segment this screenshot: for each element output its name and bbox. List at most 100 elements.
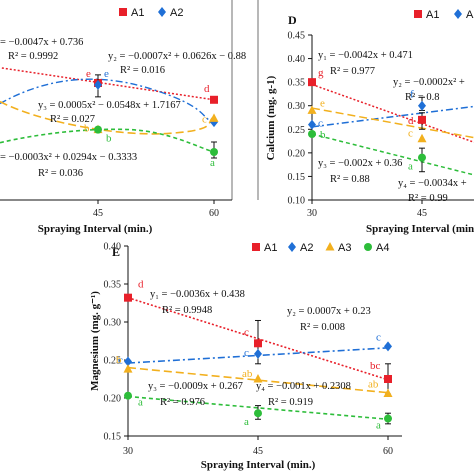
point-A4 <box>254 409 262 418</box>
y-tick-label: 0.10 <box>288 196 306 207</box>
significance-letter: bc <box>370 360 381 372</box>
significance-letter: d <box>408 115 414 127</box>
significance-letter: b <box>116 354 122 366</box>
significance-letter: a <box>408 161 413 173</box>
trend-line-A4 <box>0 128 215 153</box>
point-A1 <box>384 375 392 383</box>
legend-label-A2: A2 <box>300 242 313 254</box>
point-A1 <box>418 115 426 124</box>
point-A2 <box>308 119 316 130</box>
point-A2 <box>454 9 462 19</box>
x-tick-label: 30 <box>307 208 317 219</box>
y-tick-label: 0.15 <box>104 432 122 443</box>
x-tick-label: 30 <box>123 446 133 457</box>
trend-line-A3 <box>311 107 474 139</box>
significance-letter: b <box>320 129 326 141</box>
y-axis-label: Magnesium (mg. g⁻¹) <box>89 291 101 391</box>
significance-letter: f <box>410 89 414 101</box>
trend-line-A3 <box>127 366 389 394</box>
r2-A4: R² = 0.919 <box>268 397 313 408</box>
legend-label-A2: A2 <box>170 7 183 19</box>
y-tick-label: 0.35 <box>288 78 306 89</box>
x-axis-label: Spraying Interval (min. <box>366 223 474 235</box>
point-A1 <box>124 293 132 302</box>
equation-A2: y₂ = −0.0002x² + <box>393 77 465 88</box>
significance-letter: b <box>84 123 90 135</box>
equation-A1: y₁ = −0.0036x + 0.438 <box>150 289 245 300</box>
panel-letter: D <box>288 13 297 27</box>
y-tick-label: 0.20 <box>104 394 122 405</box>
point-A2 <box>254 348 262 359</box>
r2-A3: R² = 0.027 <box>50 114 95 125</box>
panel-magnesium: 0.15 0.20 0.25 0.30 0.35 0.40 30 45 60 Spraying I… <box>89 242 402 471</box>
significance-letter: e <box>320 97 325 109</box>
y-tick-label: 0.25 <box>104 356 122 367</box>
point-A3 <box>325 242 335 251</box>
point-A2 <box>384 341 392 352</box>
significance-letter: e <box>104 68 109 80</box>
legend-label-A2: A2 <box>466 9 474 21</box>
x-axis-label: Spraying Interval (min.) <box>201 459 316 471</box>
trend-line-A2 <box>311 105 474 128</box>
point-A2 <box>418 100 426 111</box>
trend-line-A1 <box>311 83 474 144</box>
legend-label-A1: A1 <box>426 9 439 21</box>
r2-A2: R² = 0.008 <box>300 322 345 333</box>
point-A3 <box>209 113 219 122</box>
point-A2 <box>124 356 132 367</box>
y-tick-label: 0.20 <box>288 148 306 159</box>
equation-A3: y₃ = −0.0009x + 0.267 <box>148 381 243 392</box>
legend-label-A1: A1 <box>131 7 144 19</box>
significance-letter: c <box>408 128 413 140</box>
significance-letter: c <box>118 355 123 367</box>
r2-A4: R² = 0.99 <box>408 193 448 204</box>
significance-letter: ab <box>368 378 379 390</box>
significance-letter: ab <box>242 368 253 380</box>
point-A1 <box>254 339 262 348</box>
y-tick-label: 0.40 <box>104 242 122 253</box>
equation-A1: = −0.0047x + 0.736 <box>0 37 83 48</box>
point-A3 <box>123 364 133 373</box>
significance-letter: e <box>86 68 91 80</box>
point-A1 <box>119 8 127 16</box>
y-tick-label: 0.25 <box>288 125 306 136</box>
r2-A2: R² = 0.8 <box>405 92 439 103</box>
y-tick-label: 0.15 <box>288 172 306 183</box>
point-A4 <box>384 414 392 423</box>
point-A1 <box>210 95 218 104</box>
y-tick-label: 0.40 <box>288 54 306 65</box>
equation-A3: y₃ = 0.0005x² − 0.0548x + 1.7167 <box>38 100 181 111</box>
significance-letter: b <box>106 133 112 145</box>
panel-top-left: 45 60 Spraying Interval (min.) A1 A2 e d e b c b a =… <box>0 0 246 235</box>
point-A4 <box>308 130 316 138</box>
equation-A2: y₂ = −0.0007x² + 0.0626x − 0.88 <box>108 51 246 62</box>
equation-A1: y₁ = −0.0042x + 0.471 <box>318 50 413 61</box>
legend-label-A1: A1 <box>264 242 277 254</box>
legend-label-A3: A3 <box>338 242 351 254</box>
r2-A1: R² = 0.977 <box>330 66 375 77</box>
trend-line-A4 <box>311 133 474 176</box>
x-tick-label: 45 <box>253 446 263 457</box>
point-A2 <box>288 242 296 252</box>
equation-A4: = −0.0003x² + 0.0294x − 0.3333 <box>0 152 137 163</box>
significance-letter: c <box>244 347 249 359</box>
y-axis-label: Calcium (mg. g-1) <box>265 75 277 160</box>
r2-A1: R² = 0.9992 <box>8 51 58 62</box>
point-A4 <box>210 148 218 156</box>
r2-A3: R² = 0.88 <box>330 174 370 185</box>
panel-letter: E <box>112 245 120 259</box>
panel-calcium: 0.10 0.15 0.20 0.25 0.30 0.35 0.40 0.45 30 45 Spra… <box>257 0 474 235</box>
significance-letter: d <box>204 83 210 95</box>
x-tick-label: 45 <box>93 208 103 219</box>
significance-letter: c <box>202 113 207 125</box>
point-A3 <box>253 374 263 383</box>
trend-line-A4 <box>127 395 389 421</box>
equation-A2: y₂ = 0.0007x + 0.23 <box>287 306 371 317</box>
significance-letter: a <box>244 416 249 428</box>
point-A4 <box>364 243 372 251</box>
legend-label-A4: A4 <box>376 242 389 254</box>
significance-letter: d <box>138 279 144 291</box>
x-tick-label: 60 <box>209 208 219 219</box>
r2-A3: R² = 0.976 <box>160 397 205 408</box>
